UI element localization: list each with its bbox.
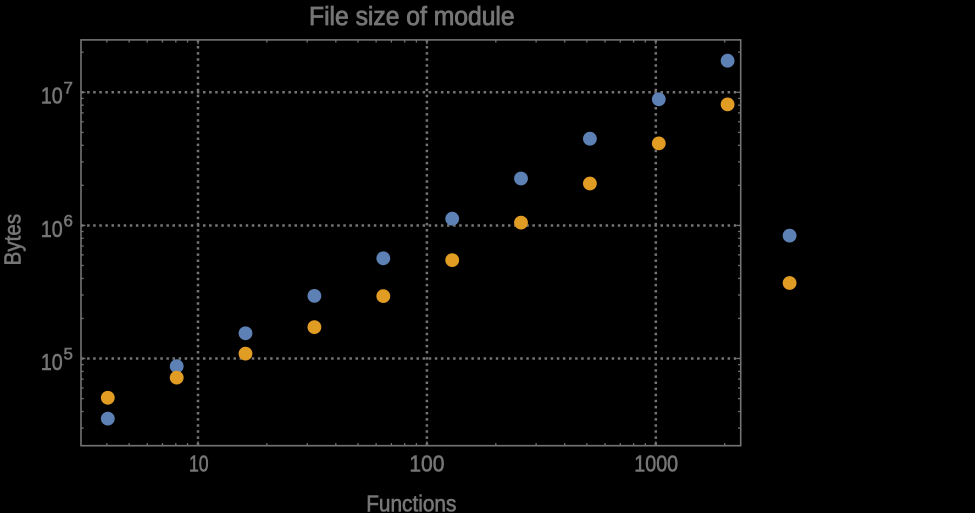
svg-text:10: 10 — [189, 451, 209, 477]
svg-text:Functions: Functions — [366, 491, 456, 513]
svg-text:10: 10 — [41, 83, 63, 109]
svg-text:6: 6 — [64, 212, 73, 231]
svg-text:7: 7 — [64, 78, 73, 97]
svg-text:1000: 1000 — [634, 451, 678, 477]
svg-text:5: 5 — [64, 345, 73, 364]
svg-text:10: 10 — [41, 349, 63, 375]
svg-text:File size of module: File size of module — [309, 3, 515, 31]
svg-text:100: 100 — [409, 451, 444, 477]
svg-text:10: 10 — [41, 216, 63, 242]
svg-text:Bytes: Bytes — [0, 214, 25, 266]
